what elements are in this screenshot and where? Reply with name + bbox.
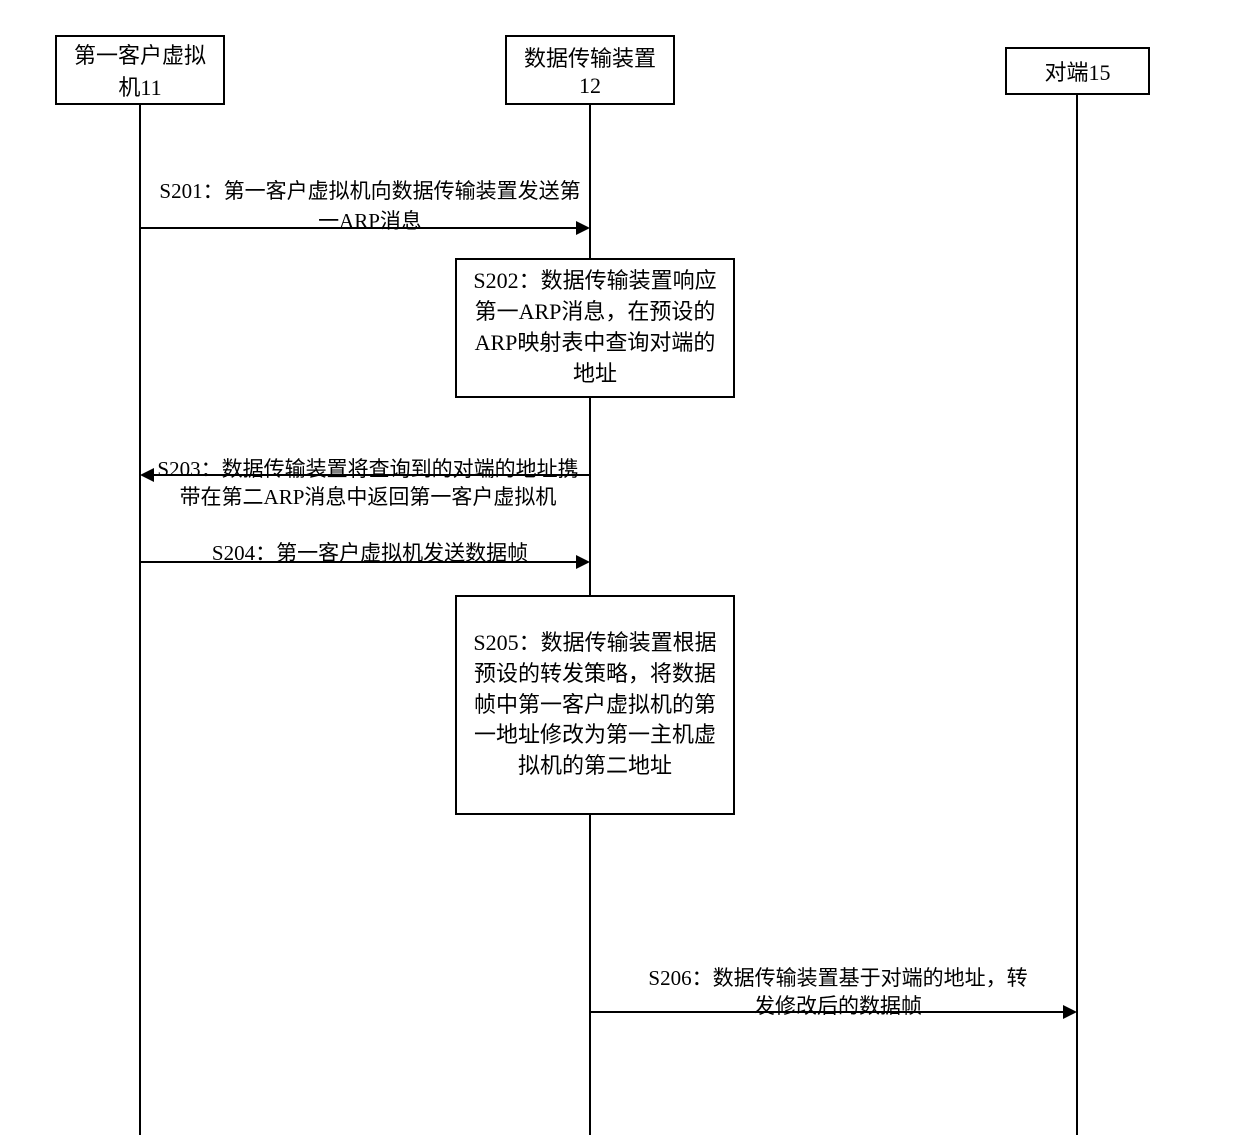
arrowhead-s206 (1063, 1005, 1077, 1019)
message-label-s203: S203：数据传输装置将查询到的对端的地址携带在第二ARP消息中返回第一客户虚拟… (148, 455, 588, 512)
process-text: S205：数据传输装置根据预设的转发策略，将数据帧中第一客户虚拟机的第一地址修改… (471, 628, 719, 782)
actor-box-device: 数据传输装置12 (505, 35, 675, 105)
arrow-s204 (140, 561, 576, 563)
arrow-s201 (140, 227, 576, 229)
arrowhead-s204 (576, 555, 590, 569)
arrowhead-s201 (576, 221, 590, 235)
actor-label: 第一客户虚拟机11 (69, 38, 211, 102)
process-box-s202: S202：数据传输装置响应第一ARP消息，在预设的ARP映射表中查询对端的地址 (455, 258, 735, 398)
process-box-s205: S205：数据传输装置根据预设的转发策略，将数据帧中第一客户虚拟机的第一地址修改… (455, 595, 735, 815)
actor-box-vm: 第一客户虚拟机11 (55, 35, 225, 105)
process-text: S202：数据传输装置响应第一ARP消息，在预设的ARP映射表中查询对端的地址 (471, 266, 719, 389)
arrow-s206 (590, 1011, 1063, 1013)
lifeline-vm (139, 105, 141, 1135)
lifeline-peer (1076, 95, 1078, 1135)
actor-label: 对端15 (1044, 55, 1110, 87)
message-text: S203：数据传输装置将查询到的对端的地址携带在第二ARP消息中返回第一客户虚拟… (157, 457, 578, 509)
arrow-s203 (154, 474, 590, 476)
message-label-s201: S201：第一客户虚拟机向数据传输装置发送第一ARP消息 (155, 175, 585, 235)
message-text: S201：第一客户虚拟机向数据传输装置发送第一ARP消息 (159, 179, 580, 233)
actor-box-peer: 对端15 (1005, 47, 1150, 95)
actor-label: 数据传输装置12 (519, 41, 661, 99)
arrowhead-s203 (140, 468, 154, 482)
